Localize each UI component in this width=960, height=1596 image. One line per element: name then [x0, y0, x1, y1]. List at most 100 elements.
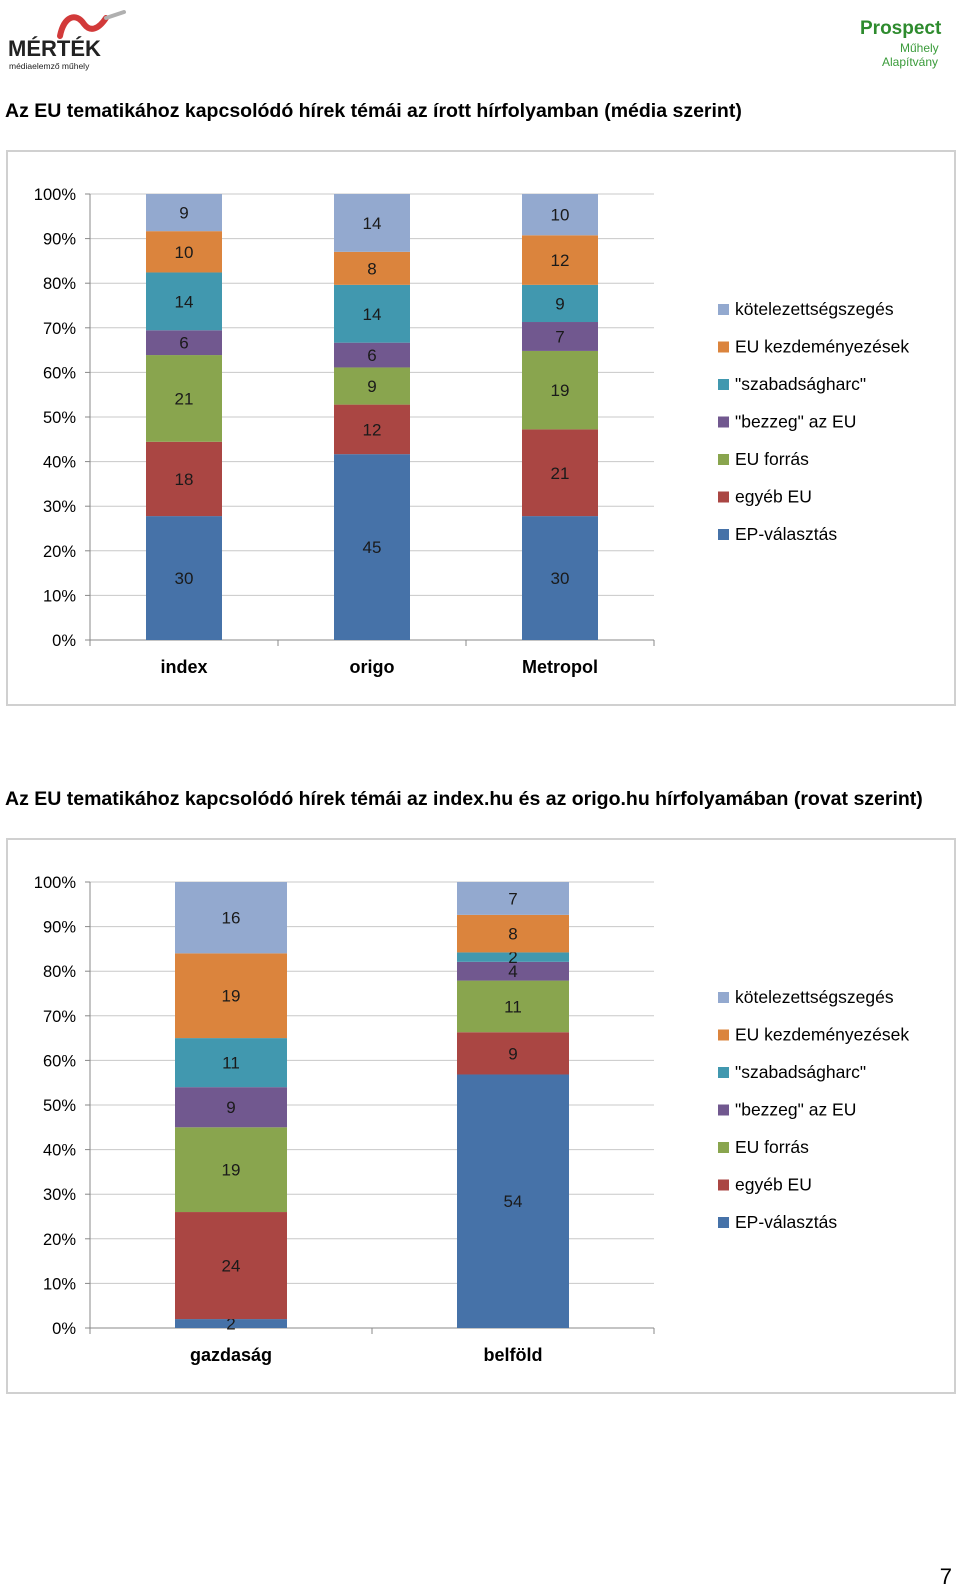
chart-2-title: Az EU tematikához kapcsolódó hírek témái… — [5, 788, 923, 810]
chart-2-legend-swatch — [718, 1067, 729, 1078]
chart-1-data-label: 7 — [555, 327, 564, 346]
chart-2-data-label: 16 — [222, 909, 241, 928]
chart-2-ytick-label: 60% — [43, 1052, 76, 1070]
chart-1-legend-label: egyéb EU — [735, 487, 812, 507]
chart-1-ytick-label: 0% — [52, 632, 76, 650]
chart-1-bar-metropol-kotelezettsegszeges — [522, 194, 598, 236]
chart-2-legend-label: EP-választás — [735, 1212, 837, 1232]
chart-1-ytick-label: 70% — [43, 320, 76, 338]
chart-1-bar-metropol-egyeb-eu — [522, 429, 598, 517]
chart-2-bar-belfold-eu-forras — [457, 980, 569, 1033]
chart-1-bar-index-egyeb-eu — [146, 441, 222, 517]
chart-2-data-label: 54 — [504, 1192, 523, 1211]
chart-2-bar-gazdasag-szabadsagharc — [175, 1038, 287, 1088]
chart-1-bar-metropol-szabadsagharc — [522, 284, 598, 323]
chart-1-data-label: 9 — [555, 294, 564, 313]
chart-1-bar-index-eu-kezdemenyezesek — [146, 231, 222, 273]
chart-2-data-label: 11 — [504, 997, 522, 1016]
logo-left-sub: médiaelemző műhely — [9, 61, 90, 71]
chart-1-bar-metropol-eu-forras — [522, 350, 598, 430]
chart-2-ytick-label: 20% — [43, 1231, 76, 1249]
chart-1-bar-origo-egyeb-eu — [334, 404, 410, 455]
chart-1-data-label: 8 — [367, 259, 376, 278]
chart-1-ytick-label: 30% — [43, 498, 76, 516]
chart-2-bar-gazdasag-egyeb-eu — [175, 1212, 287, 1320]
chart-1-legend-swatch — [718, 379, 729, 390]
chart-2-legend-label: "szabadságharc" — [735, 1062, 866, 1082]
chart-2-legend-swatch — [718, 1217, 729, 1228]
chart-2-ytick-label: 10% — [43, 1275, 76, 1293]
chart-2-ytick-label: 30% — [43, 1186, 76, 1204]
logo-right-name: Prospect — [860, 18, 942, 39]
chart-2-bar-belfold-kotelezettsegszeges — [457, 882, 569, 915]
chart-1-ytick-label: 40% — [43, 454, 76, 472]
chart-1-data-label: 18 — [175, 470, 194, 489]
chart-1-ytick-label: 80% — [43, 275, 76, 293]
chart-1-legend-swatch — [718, 304, 729, 315]
chart-2-bar-belfold-bezzeg-az-eu — [457, 961, 569, 981]
chart-2-category-label: belföld — [484, 1345, 543, 1365]
chart-2-legend-swatch — [718, 992, 729, 1003]
chart-1-bar-origo-szabadsagharc — [334, 284, 410, 343]
chart-2-bar-belfold-szabadsagharc — [457, 952, 569, 962]
chart-2-data-label: 2 — [226, 1315, 235, 1334]
chart-1-data-label: 12 — [363, 420, 382, 439]
chart-2-bar-belfold-egyeb-eu — [457, 1032, 569, 1075]
chart-1-ytick-label: 90% — [43, 231, 76, 249]
chart-2-data-label: 2 — [508, 948, 517, 967]
chart-2-bar-gazdasag-kotelezettsegszeges — [175, 882, 287, 954]
chart-2-bar-gazdasag-bezzeg-az-eu — [175, 1087, 287, 1128]
chart-1-data-label: 21 — [175, 389, 194, 408]
chart-2-svg: 0%10%20%30%40%50%60%70%80%90%100%2241991… — [34, 874, 910, 1365]
chart-2-legend-swatch — [718, 1029, 729, 1041]
chart-1-bar-origo-eu-forras — [334, 367, 410, 405]
chart-2-legend-swatch — [718, 1142, 729, 1153]
chart-2-ytick-label: 40% — [43, 1142, 76, 1160]
chart-1-bar-index-bezzeg-az-eu — [146, 330, 222, 356]
chart-2-legend-label: kötelezettségszegés — [735, 987, 894, 1007]
chart-1-data-label: 12 — [551, 251, 570, 270]
chart-2-legend-label: egyéb EU — [735, 1175, 812, 1195]
chart-2-data-label: 7 — [508, 889, 517, 908]
page-number: 7 — [939, 1564, 952, 1589]
logo-swoosh — [57, 14, 109, 39]
chart-2-ytick-label: 90% — [43, 919, 76, 937]
logo-right-line2: Műhely — [900, 41, 939, 55]
chart-1-ytick-label: 60% — [43, 364, 76, 382]
logo-swoosh-tail — [104, 10, 126, 20]
chart-1-data-label: 14 — [363, 305, 382, 324]
chart-2-ytick-label: 0% — [52, 1320, 76, 1338]
chart-1-legend-swatch — [718, 491, 729, 503]
chart-1-data-label: 19 — [551, 381, 570, 400]
chart-1-legend-swatch — [718, 454, 729, 465]
chart-1-ytick-label: 20% — [43, 543, 76, 561]
chart-2-data-label: 9 — [508, 1044, 517, 1063]
chart-2-category-label: gazdaság — [190, 1345, 272, 1365]
chart-2-bar-gazdasag-ep-valasztas — [175, 1319, 287, 1328]
chart-2-bar-belfold-eu-kezdemenyezesek — [457, 914, 569, 953]
chart-1-ytick-label: 50% — [43, 409, 76, 427]
chart-1-data-label: 6 — [179, 334, 188, 353]
chart-1-legend-label: EU forrás — [735, 449, 809, 469]
chart-1-data-label: 45 — [363, 538, 382, 557]
chart-1-bar-index-eu-forras — [146, 355, 222, 442]
chart-1-ytick-label: 100% — [34, 186, 77, 204]
chart-1-data-label: 10 — [551, 206, 570, 225]
chart-1-data-label: 30 — [551, 569, 570, 588]
mertek-logo: MÉRTÉK médiaelemző műhely — [8, 10, 126, 71]
chart-2-legend-label: EU kezdeményezések — [735, 1025, 909, 1045]
chart-1-bar-index-ep-valasztas — [146, 516, 222, 640]
chart-1-svg: 0% 10% 20% 30% 40% 50% 60% 70% 80% 90% 100% 30 18 21 6… — [34, 186, 910, 677]
chart-1-data-label: 30 — [175, 569, 194, 588]
chart-1-bar-index-szabadsagharc — [146, 272, 222, 331]
chart-1-data-label: 14 — [363, 214, 382, 233]
chart-1-data-label: 14 — [175, 292, 194, 311]
chart-2-data-label: 19 — [222, 987, 241, 1006]
chart-2-data-label: 11 — [222, 1054, 240, 1073]
chart-2-data-label: 8 — [508, 925, 517, 944]
chart-1-legend-swatch — [718, 416, 729, 428]
chart-2-data-label: 4 — [508, 962, 517, 981]
chart-1-bar-origo-bezzeg-az-eu — [334, 342, 410, 368]
chart-1-bar-origo-ep-valasztas — [334, 454, 410, 640]
chart-2-bar-gazdasag-eu-forras — [175, 1127, 287, 1213]
